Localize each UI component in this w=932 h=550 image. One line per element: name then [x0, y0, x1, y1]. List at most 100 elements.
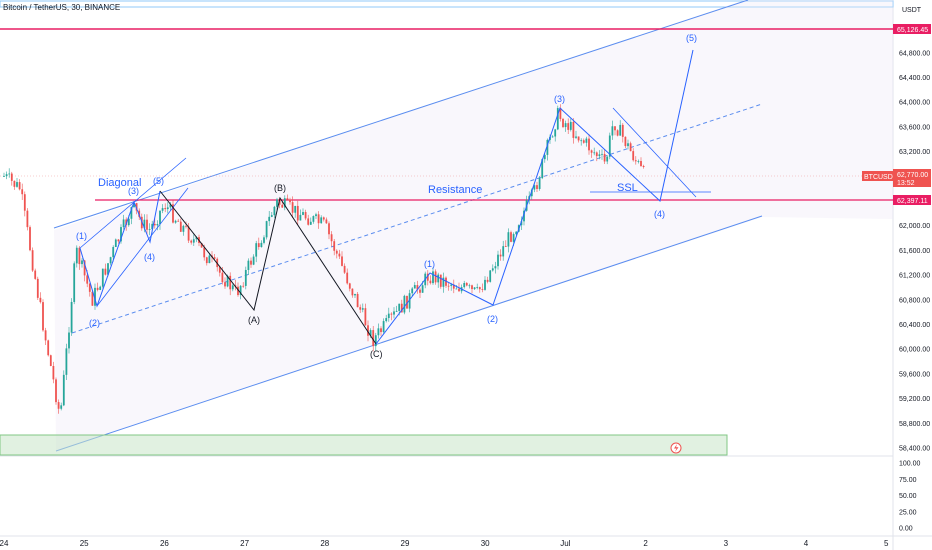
abc-correction: [159, 190, 377, 345]
candle-body: [616, 130, 619, 136]
candle-body: [445, 277, 447, 286]
candle-body: [564, 123, 567, 128]
candle-body: [104, 268, 107, 275]
candle-body: [39, 297, 42, 303]
price-tick-label: 64,400.00: [899, 75, 930, 82]
candle-body: [590, 150, 593, 153]
candle-body: [237, 286, 239, 296]
diagonal-upper-line: [79, 157, 187, 249]
candle-body: [497, 254, 499, 267]
candle-body: [447, 285, 450, 287]
candle-body: [135, 203, 138, 211]
candle-body: [575, 136, 577, 138]
wave-label-4b: (4): [654, 209, 665, 219]
candle-body: [26, 210, 29, 228]
diagonal-label: Diagonal: [98, 177, 141, 189]
price-tick-label: 60,800.00: [899, 297, 930, 304]
candle-body: [489, 270, 492, 282]
candle-body: [411, 288, 414, 294]
candle-body: [364, 308, 367, 326]
wave-label-1b: (1): [424, 259, 435, 269]
candle-body: [369, 330, 372, 336]
candle-body: [224, 282, 226, 287]
candle-body: [367, 325, 369, 336]
candle-body: [588, 138, 590, 151]
candle-body: [21, 189, 24, 195]
candle-body: [120, 227, 122, 242]
candle-body: [208, 255, 211, 264]
price-tick-label: 62,000.00: [899, 223, 930, 230]
candle-body: [133, 203, 135, 208]
candle-body: [268, 216, 271, 222]
wave-label-5a: (5): [153, 176, 164, 186]
wave4-upper-line: [612, 107, 697, 198]
candle-body: [317, 214, 320, 224]
resistance-label: Resistance: [428, 184, 482, 196]
candle-body: [346, 272, 349, 284]
candle-body: [192, 239, 195, 243]
candle-body: [611, 126, 614, 136]
candle-body: [52, 365, 55, 380]
wave-label-5b: (5): [686, 33, 697, 43]
candle-body: [348, 283, 351, 289]
candle-body: [252, 256, 255, 265]
candle-body: [452, 284, 455, 289]
candle-body: [255, 243, 258, 257]
candle-body: [437, 274, 440, 283]
candle-body: [315, 214, 317, 217]
price-tick-label: 58,400.00: [899, 446, 930, 453]
candle-body: [338, 253, 341, 257]
date-tick-label: 27: [240, 539, 249, 548]
candle-body: [385, 318, 388, 322]
resistance-high-tag: [893, 24, 931, 34]
candle-body: [580, 140, 583, 142]
candle-body: [523, 210, 525, 222]
candle-body: [494, 266, 497, 269]
candle-body: [455, 288, 458, 290]
price-tick-label: 58,800.00: [899, 421, 930, 428]
last-price-tag: [893, 169, 931, 187]
candle-body: [221, 272, 224, 283]
candle-body: [78, 247, 81, 265]
symbol-title: Bitcoin / TetherUS, 30, BINANCE: [3, 3, 120, 12]
candle-body: [486, 279, 489, 282]
candle-body: [372, 330, 375, 347]
date-tick-label: 26: [160, 539, 169, 548]
candle-body: [200, 243, 203, 248]
candle-body: [270, 215, 273, 217]
candle-body: [478, 287, 481, 290]
candle-body: [148, 229, 151, 230]
candle-body: [99, 286, 102, 290]
candle-body: [159, 210, 161, 225]
candle-body: [65, 348, 68, 375]
candle-body: [16, 182, 18, 187]
candle-body: [73, 263, 76, 302]
candle-body: [533, 185, 536, 190]
candle-body: [642, 166, 645, 167]
wave-label-3a: (3): [128, 186, 139, 196]
candle-body: [273, 206, 276, 216]
date-tick-label: 3: [724, 539, 729, 548]
candle-body: [109, 257, 112, 264]
candle-body: [257, 243, 260, 248]
candle-body: [68, 332, 70, 349]
candle-body: [309, 221, 312, 225]
candle-body: [582, 140, 585, 143]
candle-body: [8, 173, 11, 175]
price-tick-label: 63,200.00: [899, 149, 930, 156]
candle-body: [112, 247, 115, 258]
candle-body: [320, 217, 323, 224]
price-tick-label: 59,200.00: [899, 396, 930, 403]
candle-body: [291, 202, 294, 213]
candle-body: [29, 227, 31, 251]
lightning-icon[interactable]: [670, 442, 682, 454]
date-tick-label: 30: [481, 539, 490, 548]
candle-body: [333, 241, 336, 251]
candle-body: [382, 321, 385, 333]
candle-body: [429, 280, 432, 284]
candle-body: [294, 205, 297, 213]
candle-body: [330, 234, 333, 242]
candle-body: [608, 135, 611, 157]
candle-body: [281, 204, 284, 208]
